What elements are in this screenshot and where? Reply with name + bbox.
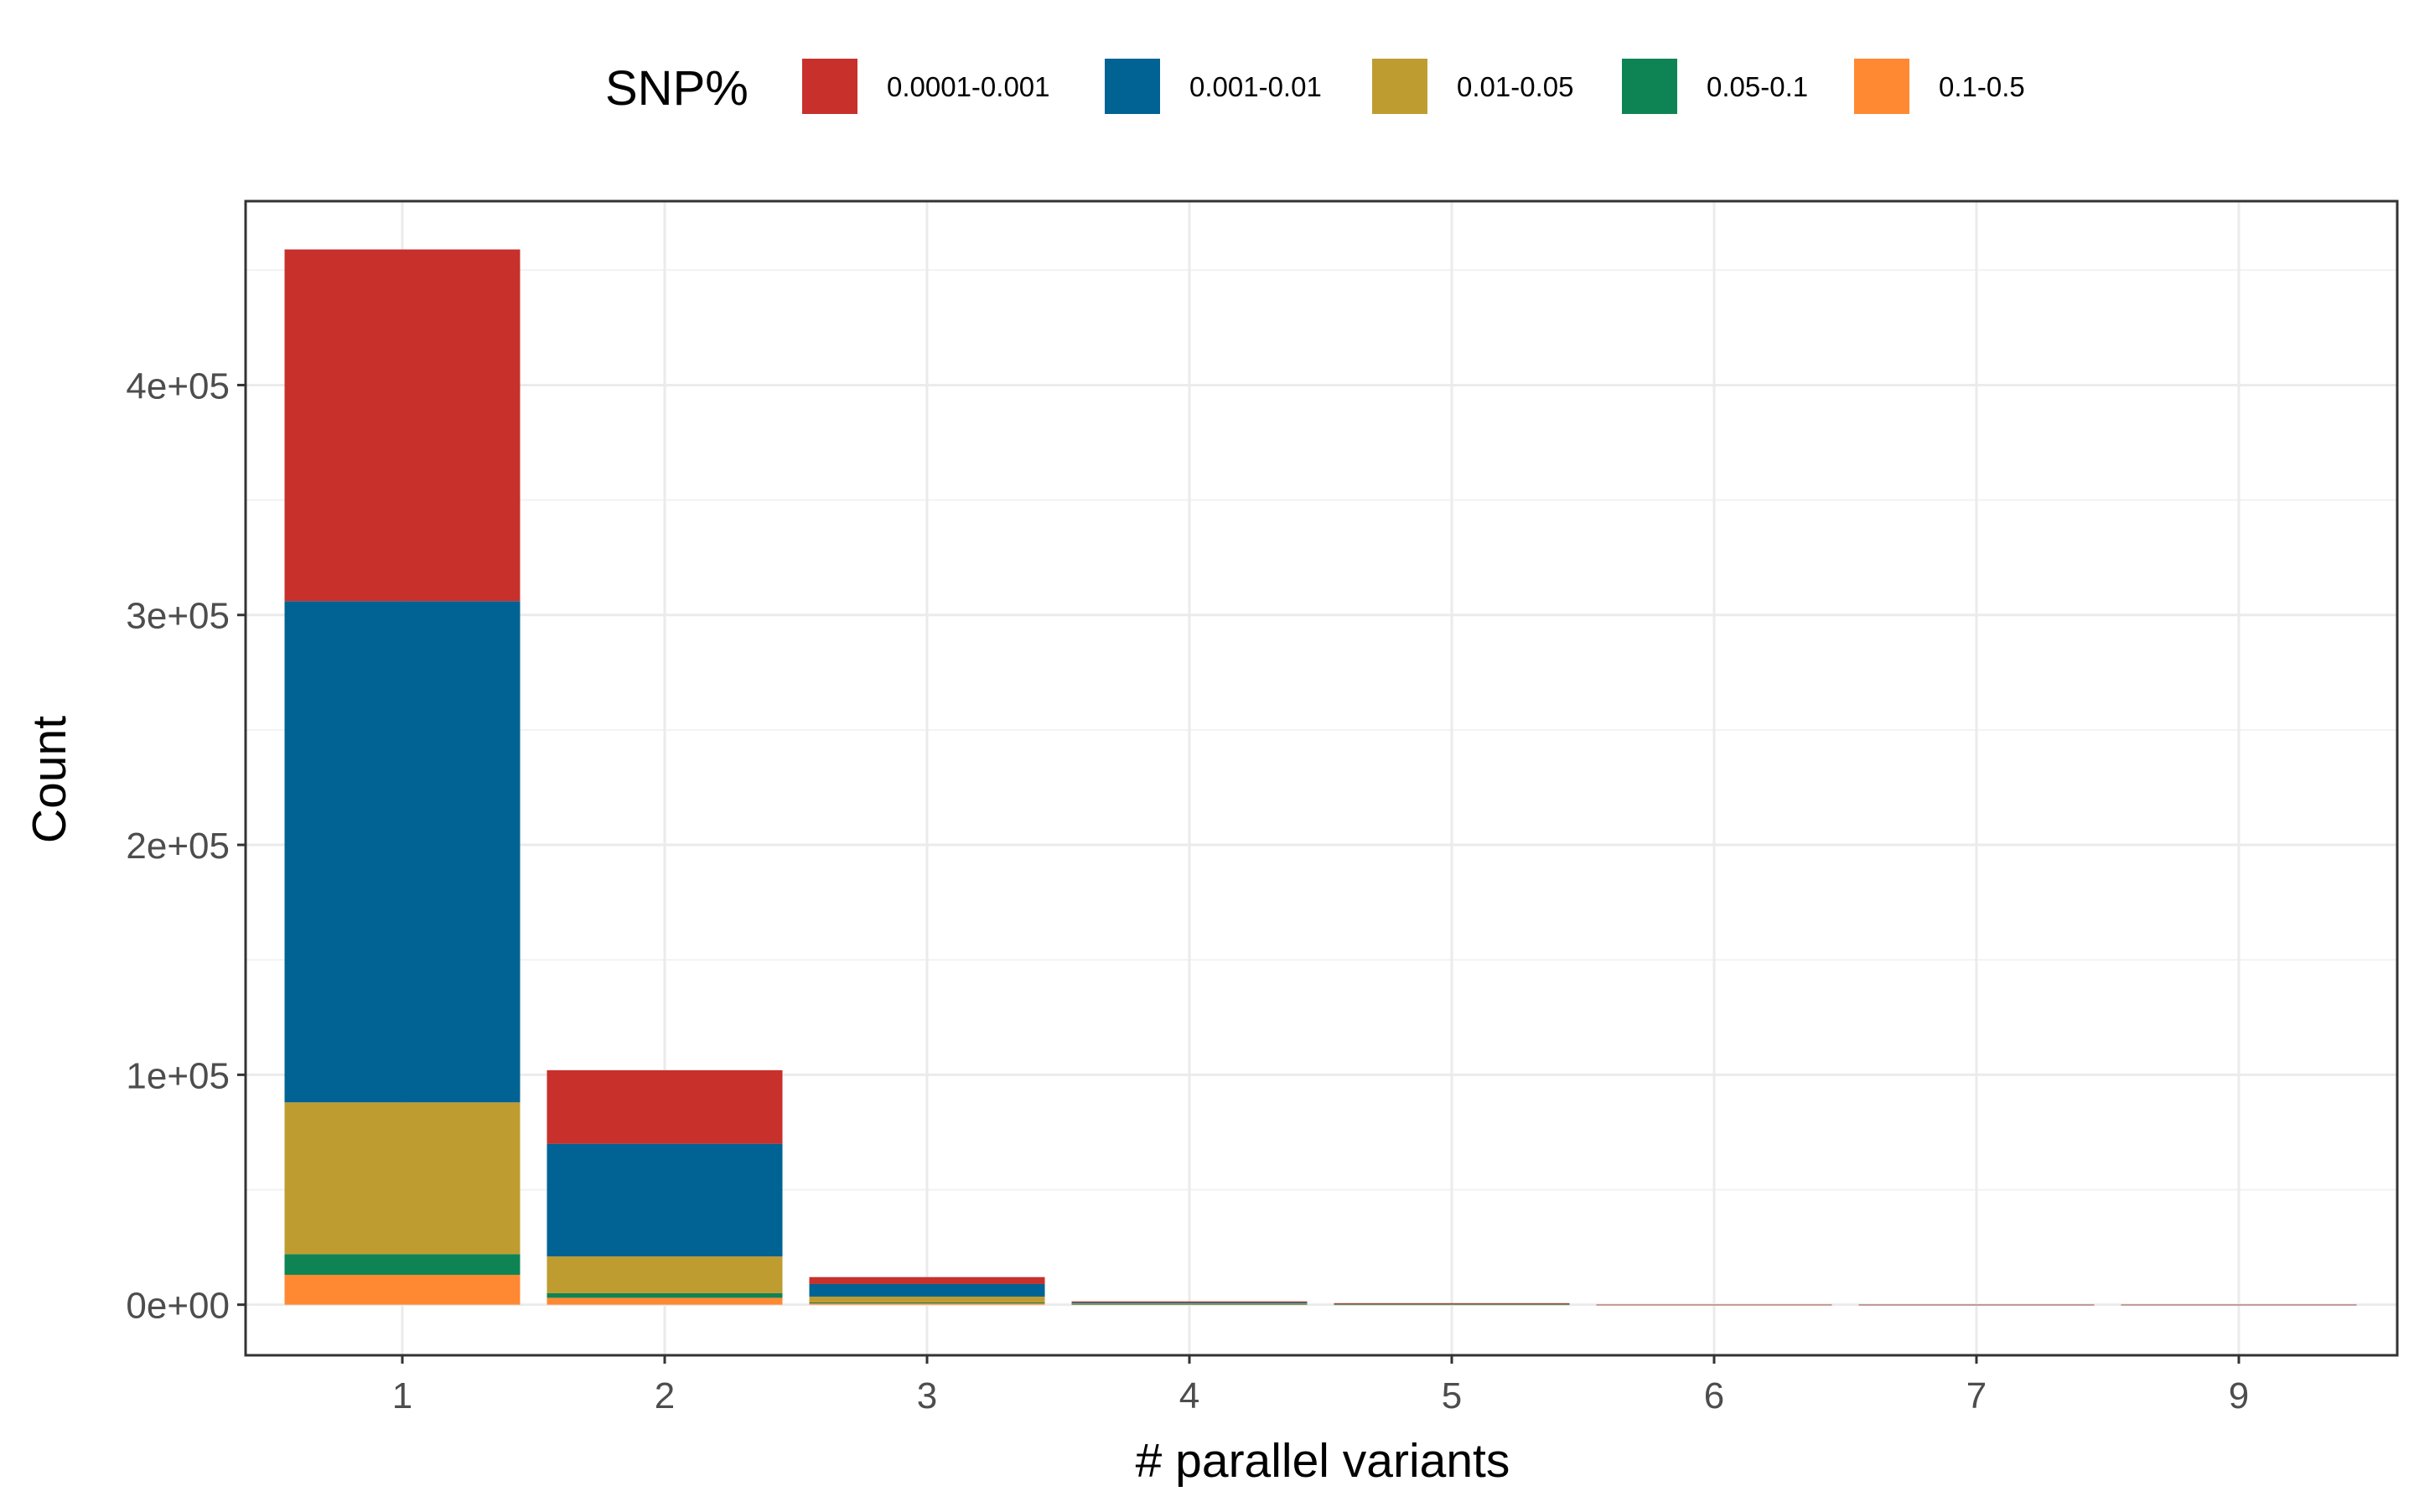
bar-segment: [547, 1069, 783, 1144]
bar-segment: [547, 1256, 783, 1293]
bar-segment: [809, 1302, 1045, 1304]
bar-segment: [809, 1303, 1045, 1305]
bar-segment: [284, 1274, 521, 1305]
x-axis-title: # parallel variants: [1136, 1434, 1510, 1488]
bar-segment: [1334, 1302, 1570, 1304]
x-tick-label: 9: [2229, 1375, 2249, 1416]
bar-segment: [1071, 1302, 1308, 1304]
legend-key: [1854, 59, 1909, 114]
x-tick-label: 3: [917, 1375, 937, 1416]
x-axis: 1 2 3 4 5 6 7 9: [392, 1355, 2249, 1416]
bar-segment: [547, 1297, 783, 1305]
x-tick-label: 1: [392, 1375, 412, 1416]
legend-item: 0.0001-0.001: [802, 59, 1050, 114]
bar-segment: [284, 249, 521, 602]
legend-label: 0.0001-0.001: [887, 71, 1050, 102]
x-tick-label: 7: [1966, 1375, 1987, 1416]
bar-segment: [547, 1143, 783, 1257]
axes: 0e+00 1e+05 2e+05 3e+05 4e+05 1 2 3 4 5 6 7 9 # par…: [23, 365, 2249, 1488]
bar-segment: [1858, 1304, 2095, 1306]
y-axis-title: Count: [23, 716, 76, 843]
legend-title: SNP%: [605, 61, 749, 116]
x-tick-label: 4: [1179, 1375, 1199, 1416]
bar-segment: [1596, 1304, 1832, 1306]
bar-segment: [2121, 1304, 2357, 1306]
bar-segment: [809, 1297, 1045, 1302]
legend-item: 0.05-0.1: [1622, 59, 1808, 114]
y-tick-label: 4e+05: [126, 365, 230, 406]
y-axis: 0e+00 1e+05 2e+05 3e+05 4e+05: [126, 365, 246, 1327]
bar-segment: [809, 1276, 1045, 1284]
bars: [284, 249, 2357, 1306]
legend-key: [1622, 59, 1677, 114]
legend-item: 0.1-0.5: [1854, 59, 2025, 114]
legend-key: [1372, 59, 1427, 114]
legend: SNP% 0.0001-0.001 0.001-0.01 0.01-0.05 0.05…: [605, 59, 2025, 116]
legend-item: 0.001-0.01: [1105, 59, 1322, 114]
y-tick-label: 2e+05: [126, 826, 230, 867]
bar-segment: [1334, 1303, 1570, 1305]
y-tick-label: 0e+00: [126, 1286, 230, 1327]
bar-segment: [1334, 1304, 1570, 1305]
bar-segment: [1071, 1303, 1308, 1304]
legend-label: 0.05-0.1: [1707, 71, 1808, 102]
bar-segment: [1071, 1303, 1308, 1305]
bar-segment: [284, 1102, 521, 1255]
legend-label: 0.1-0.5: [1939, 71, 2025, 102]
bar-segment: [547, 1292, 783, 1298]
x-tick-label: 5: [1442, 1375, 1462, 1416]
plot-border: [244, 199, 2399, 1357]
y-tick-label: 1e+05: [126, 1055, 230, 1096]
bar-segment: [284, 1254, 521, 1275]
x-tick-label: 2: [655, 1375, 675, 1416]
legend-key: [802, 59, 857, 114]
bar-segment: [809, 1283, 1045, 1297]
legend-key: [1105, 59, 1160, 114]
x-tick-label: 6: [1704, 1375, 1724, 1416]
legend-item: 0.01-0.05: [1372, 59, 1573, 114]
legend-label: 0.001-0.01: [1189, 71, 1322, 102]
legend-items: 0.0001-0.001 0.001-0.01 0.01-0.05 0.05-0.1 0…: [802, 59, 2025, 114]
legend-label: 0.01-0.05: [1457, 71, 1573, 102]
bar-segment: [284, 601, 521, 1103]
y-tick-label: 3e+05: [126, 596, 230, 637]
plot-area: [244, 199, 2399, 1357]
